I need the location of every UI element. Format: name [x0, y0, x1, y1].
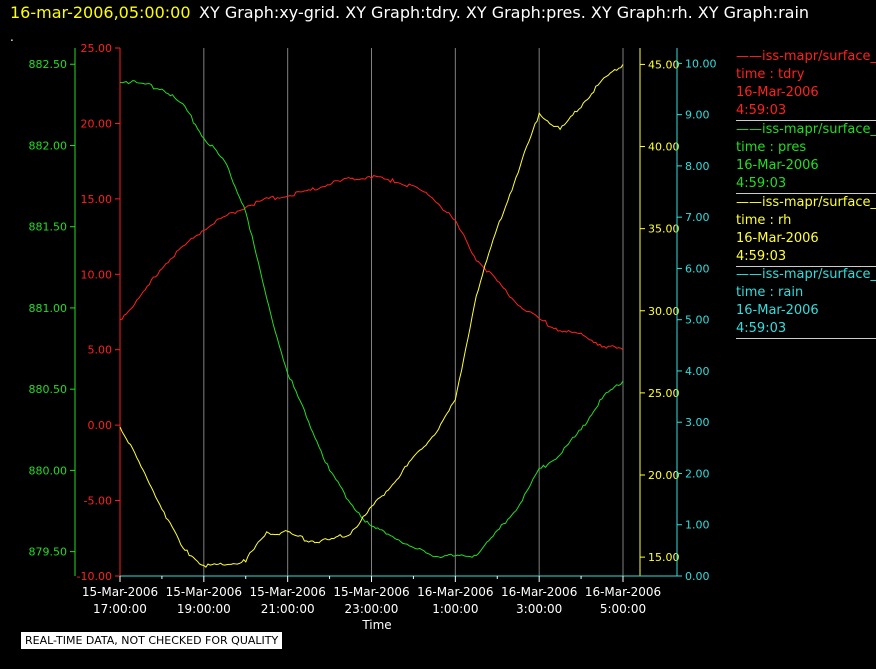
legend-entry-pres: ——iss-mapr/surface_ time : pres 16-Mar-2… [736, 121, 876, 194]
series-line-tdry [119, 175, 624, 351]
legend-entry-tdry: ——iss-mapr/surface_ time : tdry 16-Mar-2… [736, 48, 876, 121]
x-tick-date-label: 16-Mar-2006 [417, 585, 493, 599]
y-tick-label-rh: 25.00 [648, 387, 680, 400]
y-tick-label-rain: 2.00 [685, 467, 710, 480]
y-tick-label-pres: 880.00 [29, 464, 68, 477]
x-tick-time-label: 5:00:00 [600, 602, 646, 616]
series-line-pres [119, 80, 624, 559]
axes: -10.00 -5.00 0.00 5.00 10.00 15.00 20.00 25.00 8… [29, 42, 717, 583]
y-tick-label-pres: 881.00 [29, 302, 68, 315]
header-graph-list: XY Graph:xy-grid. XY Graph:tdry. XY Grap… [199, 3, 810, 22]
y-tick-label-rain: 6.00 [685, 262, 710, 275]
x-tick-date-label: 16-Mar-2006 [585, 585, 661, 599]
y-tick-label-pres: 879.50 [29, 546, 68, 559]
y-tick-label-rh: 45.00 [648, 58, 680, 71]
y-axis-rh: 15.00 20.00 25.00 30.00 35.00 40.00 45.00 [639, 48, 680, 576]
y-tick-label-pres: 882.00 [29, 139, 68, 152]
y-tick-label-tdry: 10.00 [81, 268, 113, 281]
y-tick-label-tdry: 20.00 [81, 117, 113, 130]
x-tick-time-label: 3:00:00 [516, 602, 562, 616]
header-dot: . [10, 30, 14, 44]
y-tick-label-tdry: 0.00 [88, 419, 113, 432]
y-tick-label-rain: 3.00 [685, 416, 710, 429]
legend-time: 4:59:03 [736, 175, 876, 194]
legend-time: 4:59:03 [736, 320, 876, 339]
quality-note: REAL-TIME DATA, NOT CHECKED FOR QUALITY [20, 631, 284, 650]
legend-date: 16-Mar-2006 [736, 158, 819, 173]
x-tick-time-label: 1:00:00 [432, 602, 478, 616]
y-tick-label-rain: 5.00 [685, 314, 710, 327]
x-tick-time-label: 19:00:00 [177, 602, 231, 616]
y-tick-label-tdry: -10.00 [77, 570, 112, 583]
x-tick-time-label: 17:00:00 [93, 602, 147, 616]
y-axis-rain: 0.00 1.00 2.00 3.00 4.00 5.00 6.00 7.00 8.00 9.00… [676, 48, 717, 583]
legend-series-name: ——iss-mapr/surface_ [736, 122, 876, 137]
y-tick-label-tdry: 25.00 [81, 42, 113, 55]
legend-entry-rain: ——iss-mapr/surface_ time : rain 16-Mar-2… [736, 266, 876, 339]
legend-variable: time : tdry [736, 67, 805, 82]
y-tick-label-rain: 1.00 [685, 519, 710, 532]
y-tick-label-rain: 10.00 [685, 57, 717, 70]
y-tick-label-rain: 8.00 [685, 160, 710, 173]
header-timestamp: 16-mar-2006,05:00:00 [10, 3, 191, 22]
y-tick-label-rh: 15.00 [648, 551, 680, 564]
legend-series-name: ——iss-mapr/surface_ [736, 195, 876, 210]
y-tick-label-tdry: -5.00 [84, 495, 112, 508]
series-line-rh [119, 64, 624, 568]
y-tick-label-rh: 20.00 [648, 469, 680, 482]
x-tick-time-label: 23:00:00 [345, 602, 399, 616]
y-tick-label-rh: 40.00 [648, 141, 680, 154]
x-tick-date-label: 15-Mar-2006 [82, 585, 158, 599]
legend-date: 16-Mar-2006 [736, 303, 819, 318]
grid-lines [203, 48, 624, 576]
legend-variable: time : pres [736, 140, 807, 155]
legend-date: 16-Mar-2006 [736, 85, 819, 100]
y-tick-label-rain: 0.00 [685, 570, 710, 583]
y-tick-label-rain: 7.00 [685, 211, 710, 224]
y-tick-label-pres: 882.50 [29, 58, 68, 71]
legend-time: 4:59:03 [736, 248, 876, 267]
y-tick-label-pres: 880.50 [29, 383, 68, 396]
legend-entry-rh: ——iss-mapr/surface_ time : rh 16-Mar-200… [736, 194, 876, 267]
y-tick-label-rain: 4.00 [685, 365, 710, 378]
x-axis: 15-Mar-2006 17:00:00 15-Mar-2006 19:00:00 15… [82, 575, 680, 632]
legend-time: 4:59:03 [736, 102, 876, 121]
legend-date: 16-Mar-2006 [736, 231, 819, 246]
legend-variable: time : rh [736, 213, 792, 228]
legend-series-name: ——iss-mapr/surface_ [736, 49, 876, 64]
x-tick-date-label: 15-Mar-2006 [249, 585, 325, 599]
legend-series-name: ——iss-mapr/surface_ [736, 267, 876, 282]
y-tick-label-pres: 881.50 [29, 221, 68, 234]
y-tick-label-rain: 9.00 [685, 109, 710, 122]
x-tick-date-label: 15-Mar-2006 [333, 585, 409, 599]
x-tick-date-label: 16-Mar-2006 [501, 585, 577, 599]
x-axis-label: Time [361, 618, 391, 632]
y-tick-label-tdry: 15.00 [81, 193, 113, 206]
y-tick-label-rh: 30.00 [648, 305, 680, 318]
x-tick-time-label: 21:00:00 [261, 602, 315, 616]
y-tick-label-tdry: 5.00 [88, 344, 113, 357]
y-tick-label-rh: 35.00 [648, 223, 680, 236]
x-tick-date-label: 15-Mar-2006 [166, 585, 242, 599]
legend-variable: time : rain [736, 285, 804, 300]
y-axis-tdry: -10.00 -5.00 0.00 5.00 10.00 15.00 20.00 25.00 [77, 42, 121, 583]
y-axis-pres: 879.50 880.00 880.50 881.00 881.50 882.00 882.… [29, 48, 76, 576]
